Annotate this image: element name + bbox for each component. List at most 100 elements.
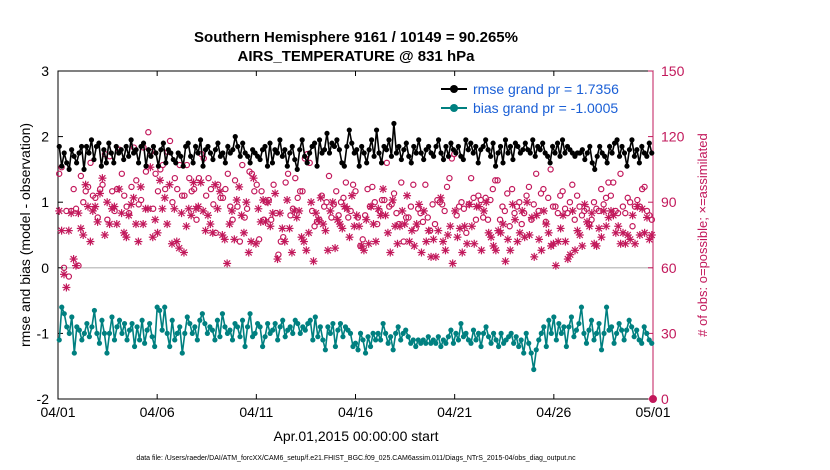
obs-possible-point xyxy=(569,181,576,188)
bias-point xyxy=(526,340,532,346)
obs-assimilated-point xyxy=(551,261,560,270)
obs-assimilated-point xyxy=(182,222,191,231)
bias-point xyxy=(498,330,504,336)
bias-point xyxy=(162,304,168,310)
obs-possible-point xyxy=(629,223,636,230)
rmse-point xyxy=(145,147,152,153)
bias-point xyxy=(177,324,183,330)
rmse-point xyxy=(289,143,295,150)
rmse-point xyxy=(554,140,561,146)
obs-possible-point xyxy=(532,170,540,177)
obs-possible-point xyxy=(161,185,169,193)
bias-point xyxy=(591,337,597,343)
bias-point xyxy=(378,337,384,343)
y2-tick-label-2: 60 xyxy=(661,260,677,276)
bias-point xyxy=(56,337,62,343)
rmse-point xyxy=(64,160,70,166)
obs-possible-point xyxy=(622,209,629,217)
rmse-point xyxy=(463,137,469,143)
obs-assimilated-point xyxy=(410,241,419,250)
obs-assimilated-point xyxy=(417,248,426,257)
rmse-point xyxy=(316,137,323,143)
obs-assimilated-point xyxy=(196,178,205,187)
obs-assimilated-point xyxy=(343,204,352,213)
rmse-point xyxy=(507,143,514,150)
obs-possible-point xyxy=(296,188,304,195)
obs-assimilated-point xyxy=(163,220,172,229)
obs-possible-point xyxy=(239,161,246,169)
rmse-point xyxy=(371,153,377,159)
rmse-point xyxy=(522,140,528,146)
bias-point xyxy=(169,317,175,323)
obs-assimilated-point xyxy=(201,226,210,235)
bias-point xyxy=(69,314,75,320)
bias-point xyxy=(295,320,301,327)
obs-assimilated-point xyxy=(208,228,217,237)
rmse-point xyxy=(455,143,461,150)
obs-assimilated-point xyxy=(151,215,160,224)
obs-assimilated-point xyxy=(230,235,239,244)
chart-title-line-1: Southern Hemisphere 9161 / 10149 = 90.26… xyxy=(194,29,518,46)
obs-assimilated-point xyxy=(311,209,320,218)
bias-point xyxy=(556,320,562,327)
rmse-point xyxy=(207,150,214,156)
obs-assimilated-point xyxy=(239,228,248,237)
obs-possible-point xyxy=(566,198,574,206)
bias-point xyxy=(282,334,288,340)
bias-point xyxy=(375,330,381,336)
bias-point xyxy=(101,330,108,336)
bias-point xyxy=(320,337,326,343)
bias-point xyxy=(641,324,647,330)
rmse-point xyxy=(537,147,543,153)
bias-point xyxy=(212,337,218,343)
obs-possible-point xyxy=(178,192,186,199)
bias-point xyxy=(121,320,128,327)
bias-point xyxy=(217,334,223,340)
obs-possible-point xyxy=(501,207,509,215)
obs-possible-point xyxy=(333,188,340,195)
bias-point xyxy=(119,330,125,336)
bias-point xyxy=(204,330,210,336)
obs-possible-point xyxy=(559,188,566,195)
bias-point xyxy=(548,330,554,336)
y-tick-label-1: -1 xyxy=(37,325,50,341)
obs-possible-point xyxy=(92,194,99,202)
obs-assimilated-point xyxy=(371,237,380,246)
obs-possible-point xyxy=(446,174,453,182)
obs-assimilated-point xyxy=(187,211,196,220)
bias-point xyxy=(543,343,549,350)
rmse-point xyxy=(616,153,623,159)
rmse-point xyxy=(418,150,424,156)
obs-assimilated-point xyxy=(55,206,64,215)
bias-point xyxy=(277,324,283,330)
rmse-point xyxy=(153,150,159,156)
obs-possible-point xyxy=(626,198,634,206)
rmse-point xyxy=(197,137,204,143)
rmse-point xyxy=(235,143,241,150)
obs-assimilated-point xyxy=(441,246,450,255)
rmse-point xyxy=(71,153,77,159)
obs-assimilated-point xyxy=(203,211,212,220)
bias-point xyxy=(139,317,145,323)
bias-point xyxy=(626,317,632,323)
obs-possible-point xyxy=(359,236,366,243)
rmse-markers xyxy=(56,120,655,172)
bias-point xyxy=(317,324,323,330)
rmse-point xyxy=(540,140,546,146)
obs-assimilated-point xyxy=(463,239,472,248)
bias-point xyxy=(96,340,103,346)
obs-possible-point xyxy=(275,251,282,258)
rmse-point xyxy=(346,127,352,133)
bias-point xyxy=(312,314,318,320)
obs-possible-point xyxy=(292,174,299,182)
bias-point xyxy=(187,320,193,327)
bias-point xyxy=(184,314,190,320)
obs-assimilated-point xyxy=(345,233,354,242)
rmse-point xyxy=(490,140,496,146)
obs-possible-point xyxy=(441,207,448,215)
rmse-point xyxy=(364,160,370,166)
bias-point xyxy=(478,343,484,350)
rmse-point xyxy=(440,156,447,163)
bias-point xyxy=(511,340,517,346)
obs-assimilated-point xyxy=(103,198,112,207)
